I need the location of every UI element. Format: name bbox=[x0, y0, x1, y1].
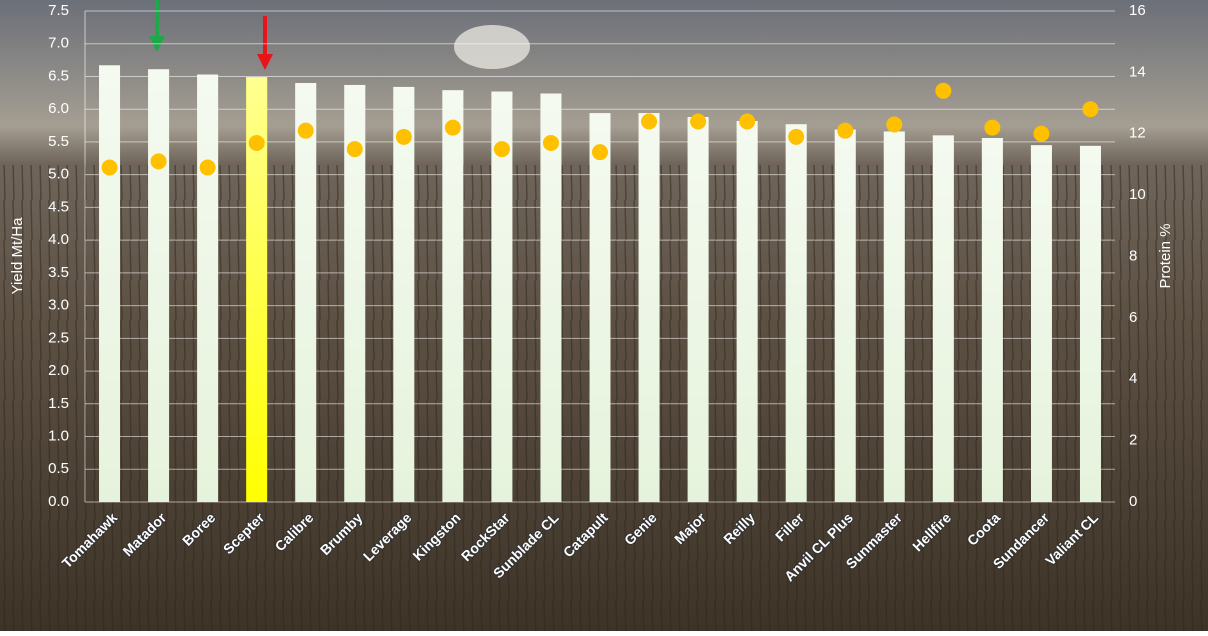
y2-tick-label: 6 bbox=[1129, 309, 1137, 326]
protein-point bbox=[690, 113, 707, 130]
protein-point bbox=[444, 119, 461, 136]
y-tick-label: 0.0 bbox=[48, 493, 69, 510]
protein-point bbox=[788, 128, 805, 145]
protein-point bbox=[248, 134, 265, 151]
protein-point bbox=[837, 122, 854, 139]
sun bbox=[454, 25, 530, 69]
bar-shade bbox=[687, 117, 709, 502]
y2-tick-label: 16 bbox=[1129, 2, 1146, 19]
bar-shade bbox=[883, 131, 905, 502]
bar-shade bbox=[197, 74, 219, 502]
y2-axis-label: Protein % bbox=[1157, 223, 1174, 288]
bar-shade bbox=[1030, 145, 1052, 502]
bar-shade bbox=[736, 120, 758, 502]
y-tick-label: 0.5 bbox=[48, 460, 69, 477]
bar-shade bbox=[344, 84, 366, 503]
y2-tick-label: 4 bbox=[1129, 370, 1137, 387]
y-tick-label: 3.5 bbox=[48, 264, 69, 281]
y-axis-label: Yield Mt/Ha bbox=[9, 217, 26, 295]
protein-point bbox=[641, 113, 658, 130]
y-tick-label: 1.5 bbox=[48, 395, 69, 412]
protein-point bbox=[984, 119, 1001, 136]
protein-point bbox=[297, 122, 314, 139]
y-tick-label: 6.5 bbox=[48, 67, 69, 84]
bar-shade bbox=[932, 135, 954, 503]
y2-tick-label: 2 bbox=[1129, 432, 1137, 449]
bar-shade bbox=[589, 113, 611, 503]
protein-point bbox=[935, 82, 952, 99]
y-tick-label: 7.5 bbox=[48, 2, 69, 19]
y2-tick-label: 12 bbox=[1129, 125, 1146, 142]
protein-point bbox=[886, 116, 903, 133]
bar-shade bbox=[981, 138, 1003, 502]
bar-shade bbox=[442, 90, 464, 503]
protein-point bbox=[1082, 101, 1099, 118]
y-tick-label: 5.5 bbox=[48, 133, 69, 150]
bar-shade bbox=[295, 83, 317, 502]
bar-shade bbox=[785, 124, 807, 503]
arrow-head bbox=[257, 54, 273, 70]
bar-shade bbox=[1079, 145, 1101, 502]
protein-point bbox=[199, 159, 216, 176]
bar-shade bbox=[148, 69, 170, 503]
y2-tick-label: 0 bbox=[1129, 493, 1137, 510]
y2-tick-label: 10 bbox=[1129, 186, 1146, 203]
y-tick-label: 6.0 bbox=[48, 100, 69, 117]
bar-shade bbox=[491, 91, 513, 503]
y-tick-label: 4.0 bbox=[48, 231, 69, 248]
protein-point bbox=[493, 141, 510, 158]
protein-point bbox=[592, 144, 608, 161]
y-tick-label: 3.0 bbox=[48, 297, 69, 314]
protein-point bbox=[542, 134, 559, 151]
protein-point bbox=[346, 141, 363, 158]
protein-point bbox=[101, 159, 118, 176]
protein-point bbox=[1033, 125, 1050, 142]
protein-point bbox=[739, 113, 756, 130]
bar-shade bbox=[246, 77, 268, 502]
y-tick-label: 2.5 bbox=[48, 329, 69, 346]
y-tick-label: 2.0 bbox=[48, 362, 69, 379]
y-tick-label: 5.0 bbox=[48, 166, 69, 183]
y-tick-label: 1.0 bbox=[48, 428, 69, 445]
y2-tick-label: 14 bbox=[1129, 63, 1146, 80]
bar-shade bbox=[99, 65, 121, 502]
y-tick-label: 7.0 bbox=[48, 35, 69, 52]
bar-shade bbox=[393, 86, 415, 502]
bar-shade bbox=[834, 129, 856, 502]
y-tick-label: 4.5 bbox=[48, 198, 69, 215]
bar-shade bbox=[638, 113, 660, 503]
protein-point bbox=[150, 153, 167, 170]
protein-point bbox=[395, 128, 412, 145]
y2-tick-label: 8 bbox=[1129, 247, 1137, 264]
bar-shade bbox=[540, 93, 562, 502]
